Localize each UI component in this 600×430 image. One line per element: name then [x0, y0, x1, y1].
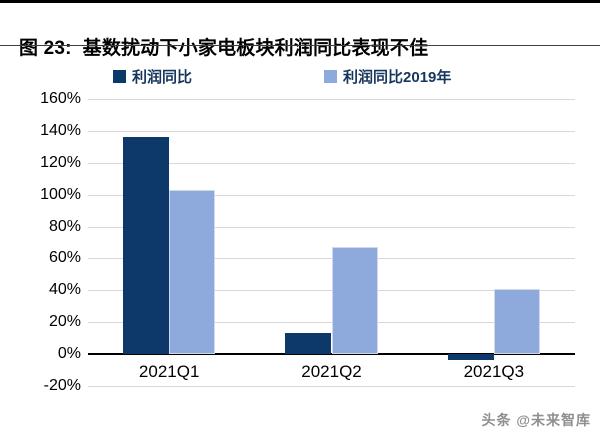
bar-series1-2021Q2 [285, 333, 332, 355]
y-tick-label: 20% [48, 313, 81, 331]
y-tick-label: 60% [48, 249, 81, 267]
watermark: 头条 @未来智库 [472, 394, 591, 430]
y-tick-label: 80% [48, 217, 81, 235]
y-tick-label: 100% [40, 185, 81, 203]
bar-series1-2021Q1 [123, 137, 170, 355]
y-tick-label: 160% [40, 90, 81, 107]
y-tick-label: 120% [40, 153, 81, 171]
bar-series1-2021Q3 [447, 354, 494, 361]
legend-item-2: 利润同比2019年 [324, 66, 451, 87]
watermark-text: 头条 @未来智库 [481, 412, 591, 428]
legend-item-1: 利润同比 [113, 66, 192, 87]
title-divider [0, 45, 600, 46]
gridline [88, 194, 575, 196]
top-border-bar [0, 0, 600, 3]
figure-title: 图 23: 基数扰动下小家电板块利润同比表现不佳 [8, 11, 428, 60]
legend: 利润同比 利润同比2019年 [113, 66, 451, 87]
legend-label: 利润同比2019年 [343, 69, 452, 86]
y-tick-label: 140% [40, 121, 81, 139]
plot-area: 2021Q1 2021Q2 2021Q3 [88, 99, 575, 387]
x-tick-label: 2021Q2 [301, 362, 362, 382]
y-tick-label: -20% [43, 377, 81, 394]
x-tick-label: 2021Q1 [138, 362, 200, 382]
bar-series2-2021Q1 [169, 189, 216, 355]
figure-title-text: 图 23: 基数扰动下小家电板块利润同比表现不佳 [18, 38, 429, 59]
legend-swatch-icon [324, 70, 338, 83]
gridline [88, 99, 575, 100]
y-axis-labels: 160% 140% 120% 100% 80% 60% 40% 20% 0% -20% [0, 90, 81, 394]
bar-series2-2021Q3 [493, 288, 540, 355]
x-tick-label: 2021Q3 [463, 362, 525, 382]
legend-swatch-icon [113, 70, 126, 83]
legend-label: 利润同比 [132, 69, 193, 86]
gridline [88, 386, 575, 387]
y-tick-label: 0% [57, 345, 81, 363]
gridline [88, 226, 575, 228]
gridline [88, 130, 575, 132]
bar-series2-2021Q2 [331, 247, 378, 355]
gridline [88, 162, 575, 164]
y-tick-label: 40% [48, 281, 81, 299]
zero-axis-line [88, 353, 575, 356]
